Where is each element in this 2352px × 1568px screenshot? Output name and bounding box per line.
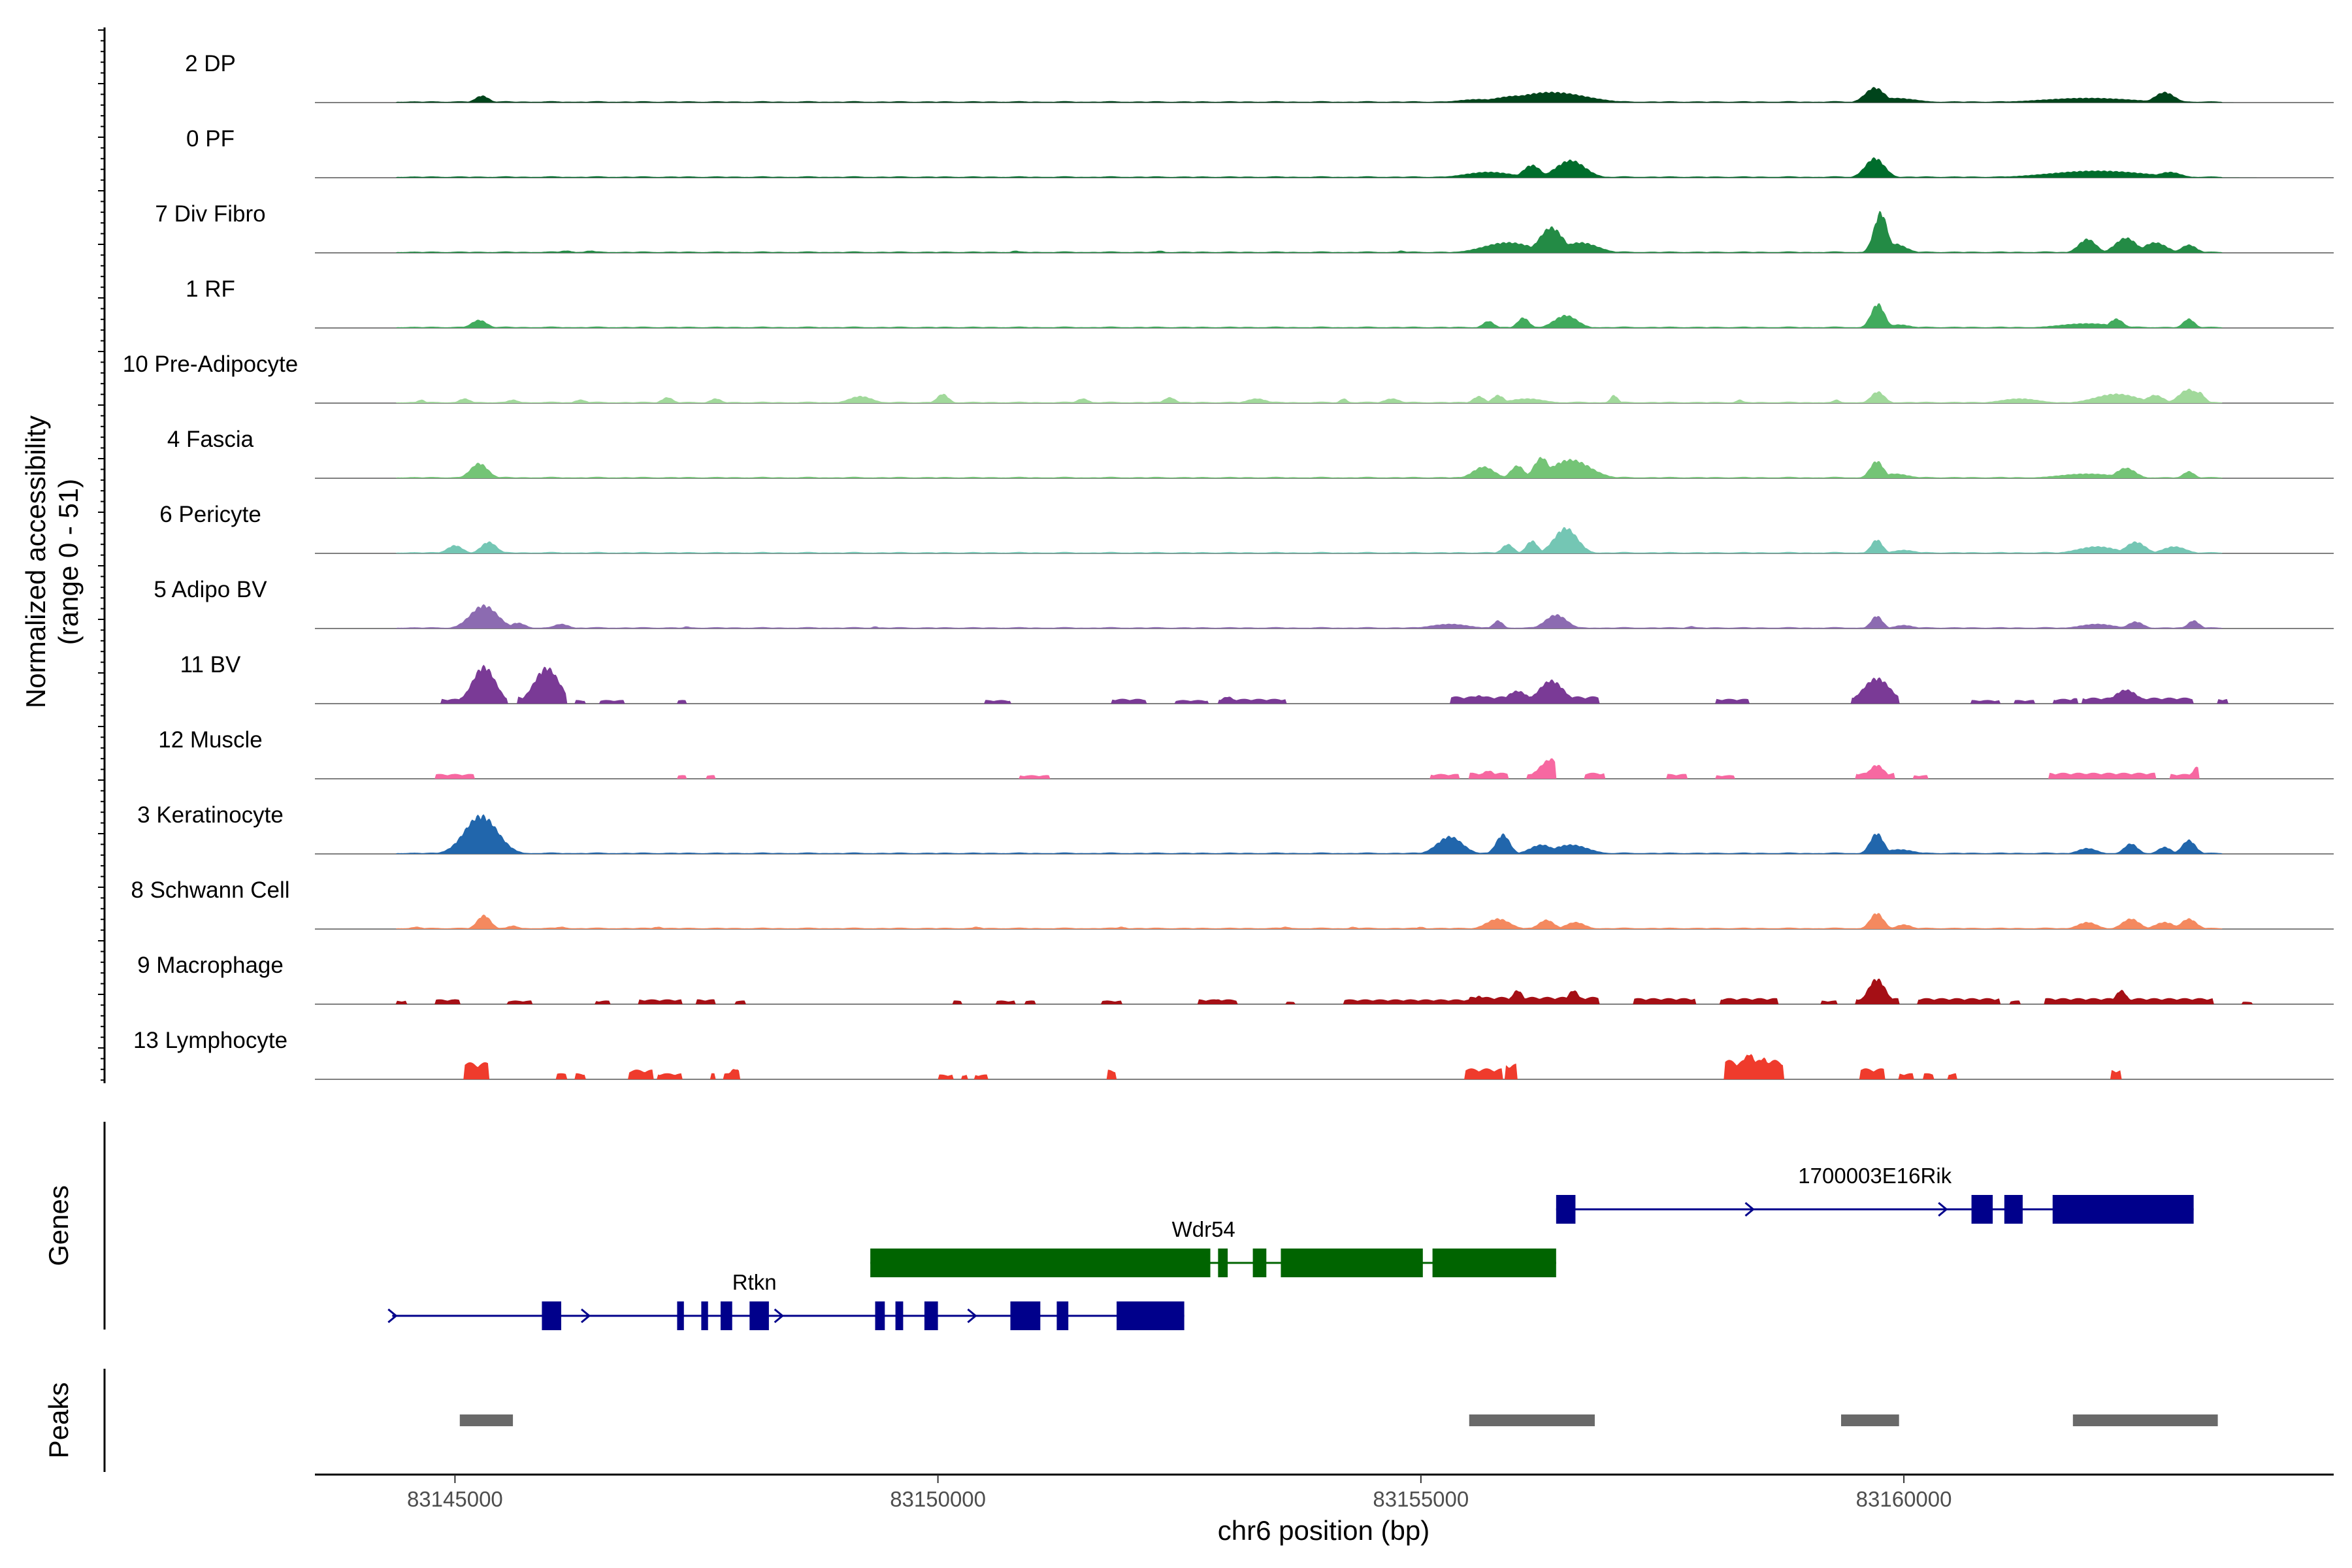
gene-exon bbox=[895, 1301, 904, 1330]
gene-exon bbox=[720, 1301, 732, 1330]
gene-strand-chevron bbox=[581, 1308, 591, 1324]
gene-models: 1700003E16Rik Wdr54 Rtkn bbox=[387, 1164, 2194, 1330]
gene-model: Rtkn bbox=[387, 1270, 1184, 1330]
gene-strand-chevron bbox=[1938, 1201, 1948, 1217]
track-label: 13 Lymphocyte bbox=[133, 1028, 287, 1053]
track-label: 7 Div Fibro bbox=[155, 201, 265, 227]
coverage-track: 13 Lymphocyte bbox=[133, 1028, 2334, 1080]
coverage-area bbox=[315, 978, 2334, 1004]
gene-exon bbox=[1056, 1301, 1069, 1330]
coverage-area bbox=[315, 303, 2334, 328]
x-ticks: 83145000 83150000 83155000 83160000 bbox=[407, 1475, 1952, 1511]
coverage-area bbox=[315, 457, 2334, 478]
x-tick-label: 83145000 bbox=[407, 1487, 503, 1511]
coverage-y-ticks bbox=[98, 29, 105, 1081]
coverage-track: 7 Div Fibro bbox=[155, 201, 2334, 253]
track-label: 9 Macrophage bbox=[137, 953, 284, 978]
gene-label: 1700003E16Rik bbox=[1798, 1164, 1952, 1188]
track-label: 12 Muscle bbox=[158, 727, 263, 753]
peak-region bbox=[459, 1414, 514, 1426]
x-axis: 83145000 83150000 83155000 83160000 chr6 po… bbox=[315, 1473, 2334, 1546]
peak-region bbox=[1840, 1414, 1899, 1426]
gene-exon bbox=[1218, 1249, 1228, 1277]
peak-regions bbox=[459, 1414, 2218, 1426]
coverage-y-title: Normalized accessibility (range 0 - 51) bbox=[20, 416, 84, 708]
track-label: 3 Keratinocyte bbox=[137, 802, 284, 828]
coverage-area bbox=[315, 1054, 2334, 1079]
gene-exon bbox=[749, 1301, 769, 1330]
gene-strand-chevron bbox=[1744, 1201, 1755, 1217]
coverage-area bbox=[315, 758, 2334, 779]
coverage-track: 4 Fascia bbox=[167, 427, 2334, 479]
gene-exon bbox=[1281, 1249, 1423, 1277]
coverage-track: 11 BV bbox=[180, 652, 2334, 704]
coverage-area bbox=[315, 388, 2334, 403]
coverage-area bbox=[315, 210, 2334, 253]
coverage-area bbox=[315, 814, 2334, 854]
coverage-tracks: 2 DP 0 PF 7 Div Fibro 1 RF 10 Pre-Adipocyte 4… bbox=[123, 51, 2334, 1080]
coverage-area bbox=[315, 527, 2334, 553]
x-tick-label: 83155000 bbox=[1373, 1487, 1469, 1511]
gene-exon bbox=[1010, 1301, 1041, 1330]
gene-exon bbox=[2052, 1195, 2194, 1224]
coverage-track: 1 RF bbox=[186, 276, 2334, 329]
gene-exon bbox=[1971, 1195, 1993, 1224]
track-label: 0 PF bbox=[186, 126, 235, 152]
coverage-track: 3 Keratinocyte bbox=[137, 802, 2334, 855]
coverage-track: 8 Schwann Cell bbox=[131, 877, 2334, 930]
coverage-track: 9 Macrophage bbox=[137, 953, 2334, 1005]
coverage-area bbox=[315, 87, 2334, 103]
gene-exon bbox=[924, 1301, 938, 1330]
gene-exon bbox=[870, 1249, 1211, 1277]
peaks-y-title: Peaks bbox=[43, 1382, 74, 1459]
gene-exon bbox=[1432, 1249, 1556, 1277]
coverage-y-title-line2: (range 0 - 51) bbox=[53, 479, 84, 645]
coverage-area bbox=[315, 604, 2334, 629]
coverage-track: 2 DP bbox=[185, 51, 2334, 103]
coverage-area bbox=[315, 664, 2334, 704]
gene-exon bbox=[1117, 1301, 1184, 1330]
x-axis-title: chr6 position (bp) bbox=[1218, 1515, 1430, 1546]
gene-exon bbox=[701, 1301, 708, 1330]
gene-exon bbox=[542, 1301, 562, 1330]
gene-strand-chevron bbox=[774, 1308, 785, 1324]
gene-exon bbox=[1252, 1249, 1267, 1277]
coverage-track: 10 Pre-Adipocyte bbox=[123, 351, 2334, 404]
coverage-track: 12 Muscle bbox=[158, 727, 2334, 779]
peaks-panel: Peaks bbox=[43, 1369, 2218, 1472]
gene-label: Rtkn bbox=[732, 1270, 777, 1294]
coverage-panel: Normalized accessibility (range 0 - 51) … bbox=[20, 27, 2334, 1083]
coverage-track: 5 Adipo BV bbox=[154, 577, 2334, 629]
gene-exon bbox=[2004, 1195, 2023, 1224]
track-label: 4 Fascia bbox=[167, 427, 254, 452]
gene-exon bbox=[1556, 1195, 1576, 1224]
track-label: 6 Pericyte bbox=[159, 502, 261, 527]
track-label: 11 BV bbox=[180, 652, 241, 678]
track-label: 2 DP bbox=[185, 51, 236, 76]
track-label: 5 Adipo BV bbox=[154, 577, 267, 602]
coverage-track: 6 Pericyte bbox=[159, 502, 2334, 554]
x-tick-label: 83150000 bbox=[890, 1487, 986, 1511]
gene-strand-chevron bbox=[967, 1308, 977, 1324]
track-label: 1 RF bbox=[186, 276, 235, 302]
coverage-area bbox=[315, 913, 2334, 929]
genes-y-title: Genes bbox=[43, 1185, 74, 1266]
genes-panel: Genes 1700003E16Rik Wdr54 Rtkn bbox=[43, 1122, 2194, 1330]
track-label: 10 Pre-Adipocyte bbox=[123, 351, 298, 377]
coverage-y-title-line1: Normalized accessibility bbox=[20, 416, 51, 708]
x-tick-label: 83160000 bbox=[1856, 1487, 1952, 1511]
gene-exon bbox=[677, 1301, 684, 1330]
gene-exon bbox=[875, 1301, 885, 1330]
peak-region bbox=[2072, 1414, 2218, 1426]
peak-region bbox=[1469, 1414, 1595, 1426]
gene-model: Wdr54 bbox=[870, 1217, 1556, 1277]
gene-model: 1700003E16Rik bbox=[1556, 1164, 2194, 1224]
gene-label: Wdr54 bbox=[1172, 1217, 1235, 1241]
track-label: 8 Schwann Cell bbox=[131, 877, 289, 903]
coverage-area bbox=[315, 157, 2334, 178]
gene-strand-chevron bbox=[387, 1308, 398, 1324]
coverage-track: 0 PF bbox=[186, 126, 2334, 178]
